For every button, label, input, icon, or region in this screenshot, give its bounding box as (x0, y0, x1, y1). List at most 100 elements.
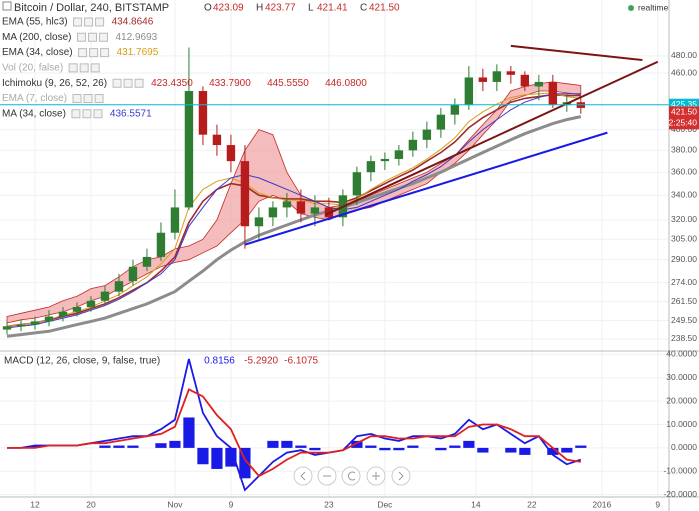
candle-body (100, 291, 110, 301)
histogram-bar (267, 440, 279, 448)
trend-line (324, 60, 659, 216)
legend-value: 446.0800 (325, 78, 367, 89)
candle-body (506, 71, 516, 75)
histogram-bar (155, 443, 167, 448)
candle-body (142, 256, 152, 267)
macd-value: -6.1075 (284, 356, 318, 367)
y-tick-label: 290.00 (671, 254, 697, 264)
x-tick-label: 12 (30, 499, 40, 509)
legend-value: 434.8646 (112, 17, 154, 28)
y-tick-label: 261.50 (671, 296, 697, 306)
indicator-line (6, 93, 581, 329)
y-tick-label: 340.00 (671, 190, 697, 200)
candle-body (170, 207, 180, 233)
legend-name: MA (200, close) (2, 32, 71, 43)
last-price-bg (669, 106, 699, 130)
candle-body (254, 217, 264, 227)
price-line-label: 425.35 (671, 99, 697, 109)
candle-body (58, 311, 68, 317)
histogram-bar (169, 440, 181, 448)
candle-body (450, 105, 460, 115)
y-tick-label: 238.50 (671, 333, 697, 343)
legend-icons (71, 109, 103, 119)
y-tick-label: -10.0000 (663, 466, 697, 476)
ohlc-name: C (360, 3, 367, 14)
y-tick-label: 360.00 (671, 166, 697, 176)
zoom-controls (293, 466, 411, 486)
histogram-bar (435, 447, 447, 451)
candle-body (212, 134, 222, 146)
y-tick-label: 480.00 (671, 50, 697, 60)
candle-body (240, 161, 250, 227)
histogram-bar (477, 447, 489, 453)
histogram-bar (239, 447, 251, 479)
reset-button[interactable] (341, 466, 361, 486)
histogram-bar (449, 445, 461, 448)
indicator-line (6, 93, 581, 328)
legend-value: 412.9693 (115, 32, 157, 43)
candle-body (114, 281, 124, 292)
candle-body (2, 326, 12, 330)
x-tick-label: 14 (471, 499, 481, 509)
ohlc-name: O (204, 3, 212, 14)
legend-icons (68, 63, 100, 73)
last-price-label: 421.50 (671, 107, 697, 117)
histogram-bar (295, 445, 307, 448)
candle-body (128, 266, 138, 282)
histogram-bar (197, 447, 209, 465)
candle-body (268, 207, 278, 218)
y-tick-label: 20.0000 (666, 395, 697, 405)
candle-body (548, 81, 558, 106)
candle-body (72, 307, 82, 312)
legend-value: 423.4350 (151, 78, 193, 89)
indicator-line (6, 115, 582, 338)
candle-body (436, 114, 446, 130)
histogram-bar (547, 447, 559, 455)
candle-body (478, 77, 488, 82)
candle-body (408, 139, 418, 151)
symbol-title: Bitcoin / Dollar, 240, BITSTAMP (14, 2, 169, 14)
trend-line (244, 131, 608, 246)
macd-title: MACD (12, 26, close, 9, false, true) (4, 356, 160, 367)
price-label-bg (669, 98, 699, 110)
histogram-bar (393, 447, 405, 451)
x-tick-label: 20 (86, 499, 96, 509)
candle-body (366, 161, 376, 173)
candle-body (380, 158, 390, 162)
symbol-menu-icon[interactable] (2, 1, 12, 11)
status-dot (628, 5, 634, 11)
x-tick-label: 22 (527, 499, 537, 509)
histogram-bar (309, 447, 321, 451)
candle-body (86, 300, 96, 308)
indicator-line (6, 92, 581, 327)
histogram-bar (127, 445, 139, 448)
y-tick-label: -20.0000 (663, 489, 697, 499)
histogram-bar (211, 447, 223, 469)
legend-icons (73, 17, 105, 27)
legend-value: 445.5550 (267, 78, 309, 89)
legend-value: 436.5571 (110, 108, 152, 119)
countdown-label: 2:25:40 (669, 118, 698, 128)
y-tick-label: 0.0000 (671, 442, 697, 452)
macd-line (7, 358, 582, 492)
x-tick-label: Dec (377, 499, 393, 509)
legend-name: EMA (55, hlc3) (2, 17, 68, 28)
histogram-bar (575, 445, 587, 448)
histogram-bar (365, 445, 377, 448)
legend-name: MA (34, close) (2, 108, 66, 119)
status: realtime (638, 2, 669, 12)
candle-body (44, 316, 54, 322)
ohlc-value: 423.77 (265, 3, 296, 14)
candle-body (296, 201, 306, 214)
scroll-left-button[interactable] (293, 466, 313, 486)
candle-body (184, 91, 194, 208)
legend-icons (78, 48, 110, 58)
ohlc-name: H (256, 3, 263, 14)
y-tick-label: 320.00 (671, 214, 697, 224)
legend-name: EMA (34, close) (2, 47, 73, 58)
scroll-right-button[interactable] (391, 466, 411, 486)
histogram-bar (463, 440, 475, 448)
histogram-bar (99, 445, 111, 448)
y-tick-label: 460.00 (671, 67, 697, 77)
zoom-icons (300, 471, 404, 481)
